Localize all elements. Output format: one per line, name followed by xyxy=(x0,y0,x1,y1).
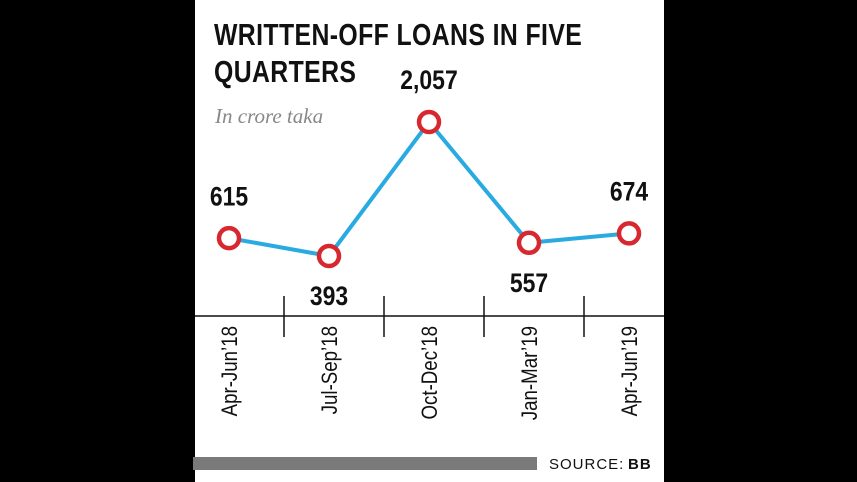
panel xyxy=(195,0,664,482)
marker xyxy=(216,225,242,251)
marker xyxy=(516,230,542,256)
marker xyxy=(316,243,342,269)
x-tick-label: Apr-Jun’19 xyxy=(618,326,642,416)
source-label: SOURCE: xyxy=(549,456,624,473)
source-bar xyxy=(193,457,537,470)
x-tick-label: Jan-Mar’19 xyxy=(518,326,542,420)
x-tick-label: Jul-Sep’18 xyxy=(318,326,342,414)
marker xyxy=(416,109,442,135)
x-tick-label: Apr-Jun’18 xyxy=(218,326,242,416)
value-label: 393 xyxy=(310,281,348,311)
subtitle: In crore taka xyxy=(214,104,323,128)
value-label: 615 xyxy=(210,182,248,212)
chart-title: WRITTEN-OFF LOANS IN FIVE QUARTERS xyxy=(214,17,583,89)
marker xyxy=(616,221,642,246)
value-label: 2,057 xyxy=(400,65,457,95)
x-tick-label: Oct-Dec’18 xyxy=(418,326,442,419)
value-label: 557 xyxy=(510,268,548,298)
source: BB xyxy=(628,456,652,473)
value-label: 674 xyxy=(610,177,648,207)
